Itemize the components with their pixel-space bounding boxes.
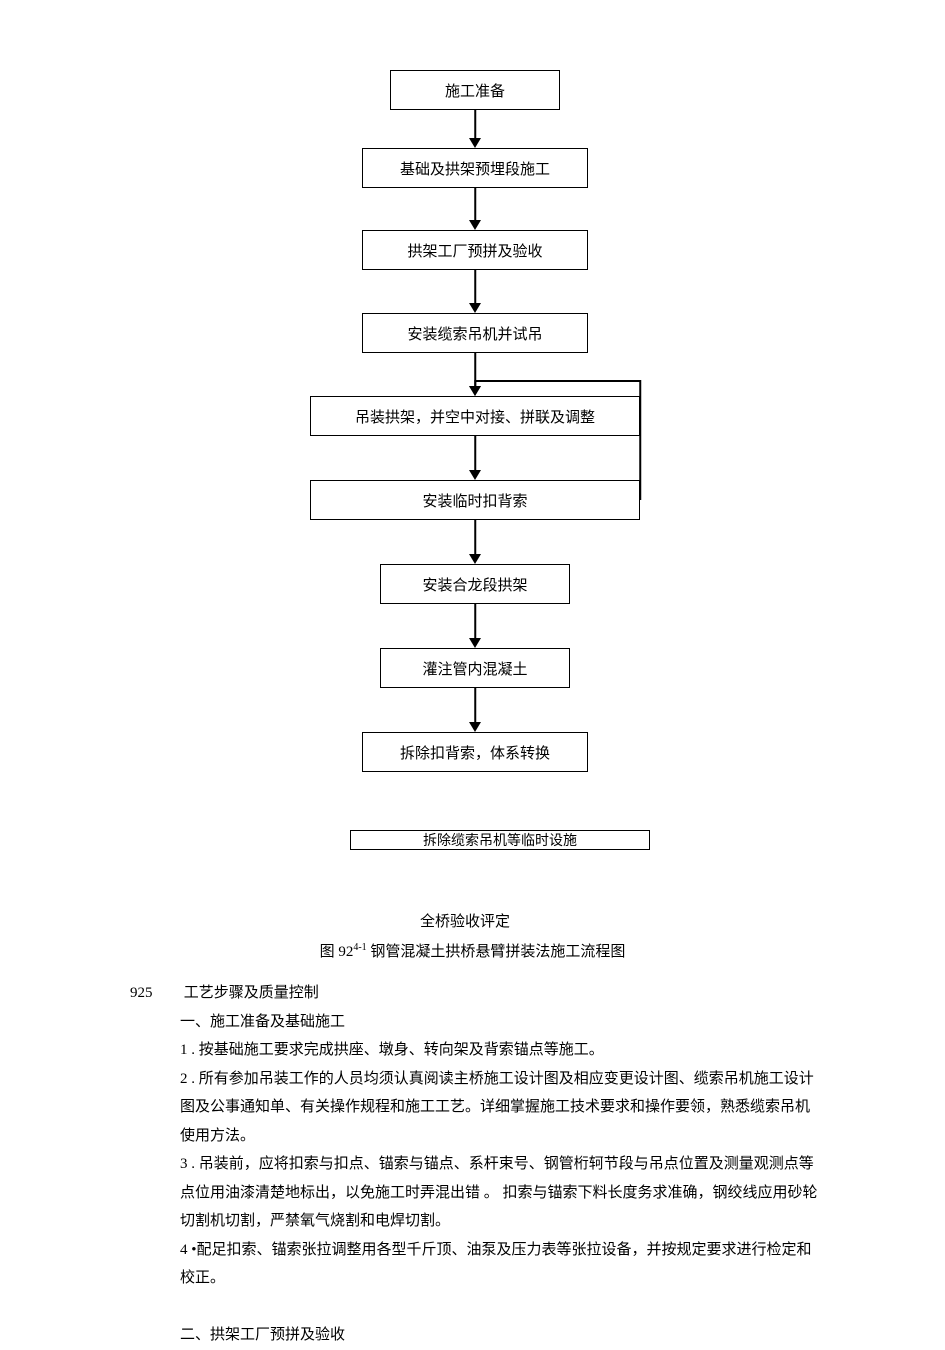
- arrow-down-icon: [469, 554, 481, 564]
- arrow-down-icon: [469, 470, 481, 480]
- body-lines: 一、施工准备及基础施工1 . 按基础施工要求完成拱座、墩身、转向架及背索锚点等施…: [130, 1008, 825, 1350]
- body-line: 一、施工准备及基础施工: [130, 1008, 825, 1037]
- flowchart: 施工准备基础及拱架预埋段施工拱架工厂预拼及验收安装缆索吊机并试吊吊装拱架，并空中…: [0, 70, 945, 910]
- flow-connector: [474, 188, 476, 220]
- section-title: 工艺步骤及质量控制: [184, 985, 319, 1001]
- flow-connector: [474, 520, 476, 554]
- flow-connector: [474, 688, 476, 722]
- section-number: 925: [130, 979, 180, 1008]
- arrow-down-icon: [469, 138, 481, 148]
- body-line: 3 . 吊装前，应将扣索与扣点、锚索与锚点、系杆束号、钢管桁轲节段与吊点位置及测…: [130, 1150, 825, 1179]
- flow-connector: [474, 436, 476, 470]
- flowchart-node: 拱架工厂预拼及验收: [362, 230, 588, 270]
- flowchart-node: 施工准备: [390, 70, 560, 110]
- caption-text: 钢管混凝土拱桥悬臂拼装法施工流程图: [367, 944, 626, 960]
- arrow-down-icon: [469, 638, 481, 648]
- arrow-down-icon: [469, 722, 481, 732]
- body-line: 2 . 所有参加吊装工作的人员均须认真阅读主桥施工设计图及相应变更设计图、缆索吊…: [130, 1065, 825, 1151]
- flowchart-final-text: 全桥验收评定: [420, 910, 510, 931]
- body-text: 925 工艺步骤及质量控制 一、施工准备及基础施工1 . 按基础施工要求完成拱座…: [130, 979, 825, 1350]
- arrow-down-icon: [469, 303, 481, 313]
- body-line: 点位用油漆清楚地标出，以免施工时弄混出错 。 扣索与锚索下料长度务求准确，钢绞线…: [130, 1179, 825, 1236]
- body-line: 二、拱架工厂预拼及验收: [130, 1321, 825, 1350]
- body-line: [130, 1293, 825, 1322]
- caption-sup: 4-1: [353, 942, 366, 953]
- flowchart-node: 吊装拱架，并空中对接、拼联及调整: [310, 396, 640, 436]
- flowchart-node: 安装缆索吊机并试吊: [362, 313, 588, 353]
- flowchart-node: 灌注管内混凝土: [380, 648, 570, 688]
- flowchart-node: 安装合龙段拱架: [380, 564, 570, 604]
- flowchart-node: 安装临时扣背索: [310, 480, 640, 520]
- flow-connector: [474, 110, 476, 138]
- flow-connector: [475, 380, 640, 382]
- page: 施工准备基础及拱架预埋段施工拱架工厂预拼及验收安装缆索吊机并试吊吊装拱架，并空中…: [0, 0, 945, 1350]
- figure-caption: 图 924-1 钢管混凝土拱桥悬臂拼装法施工流程图: [0, 940, 945, 961]
- section-header: 925 工艺步骤及质量控制: [130, 979, 825, 1008]
- arrow-down-icon: [469, 386, 481, 396]
- flowchart-node: 拆除扣背索，体系转换: [362, 732, 588, 772]
- flow-connector: [474, 380, 476, 386]
- body-line: 4 •配足扣索、锚索张拉调整用各型千斤顶、油泵及压力表等张拉设备，并按规定要求进…: [130, 1236, 825, 1293]
- flow-connector: [474, 604, 476, 638]
- caption-prefix: 图 92: [320, 944, 354, 960]
- flowchart-node: 基础及拱架预埋段施工: [362, 148, 588, 188]
- flowchart-node: 拆除缆索吊机等临时设施: [350, 830, 650, 850]
- arrow-down-icon: [469, 220, 481, 230]
- body-line: 1 . 按基础施工要求完成拱座、墩身、转向架及背索锚点等施工。: [130, 1036, 825, 1065]
- flow-connector: [474, 270, 476, 303]
- flow-connector: [639, 380, 641, 500]
